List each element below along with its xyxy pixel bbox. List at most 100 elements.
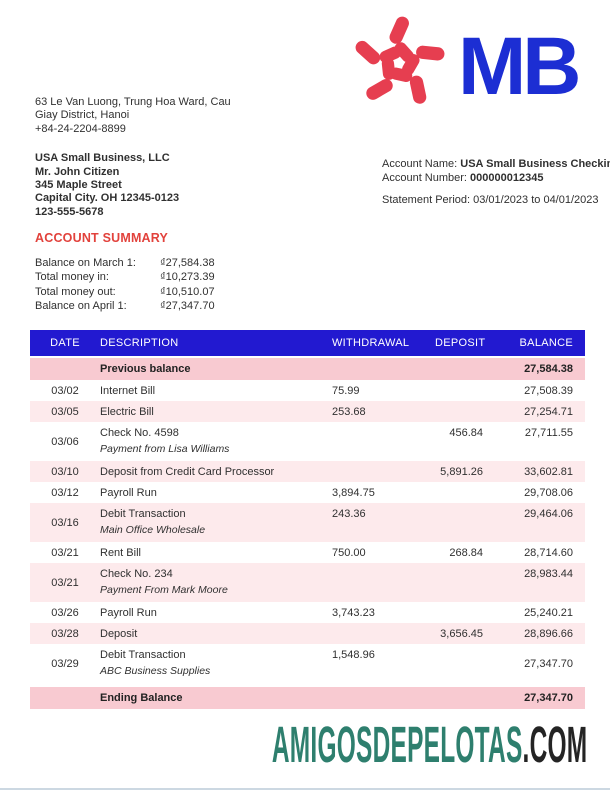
customer-city-line: Capital City. OH 12345-0123	[35, 192, 180, 205]
cell-description: Rent Bill	[100, 547, 330, 559]
cell-balance: 29,464.06	[524, 508, 573, 520]
cell-balance: 27,347.70	[524, 657, 573, 670]
cell-balance: 33,602.81	[524, 465, 573, 478]
cell-date: 03/26	[51, 606, 79, 619]
watermark-primary: AMIGOSDEPELOTAS	[271, 716, 523, 773]
cell-description: Deposit	[100, 628, 330, 640]
cell-description: Electric Bill	[100, 406, 330, 418]
account-summary-rows: Balance on March 1: ₫27,584.38 Total mon…	[35, 256, 215, 313]
table-header-row: DATE DESCRIPTION WITHDRAWAL DEPOSIT BALA…	[30, 330, 585, 356]
summary-label: Total money out:	[35, 285, 116, 298]
cell-balance: 29,708.06	[524, 486, 573, 499]
cell-balance: 28,983.44	[524, 568, 573, 580]
header-withdrawal: WITHDRAWAL	[332, 337, 410, 349]
transaction-row: 03/21 Rent Bill 750.00 268.84 28,714.60	[30, 542, 585, 563]
cell-withdrawal: 3,743.23	[332, 606, 375, 619]
summary-value: ₫10,510.07	[160, 285, 215, 298]
cell-date: 03/28	[51, 627, 79, 640]
summary-label: Balance on April 1:	[35, 300, 127, 313]
description-text: Debit Transaction	[100, 508, 186, 520]
cell-balance: 27,508.39	[524, 384, 573, 397]
account-number-value: 000000012345	[470, 172, 544, 184]
account-info: Account Name: USA Small Business Checkin…	[382, 157, 610, 207]
bank-address-line: 63 Le Van Luong, Trung Hoa Ward, Cau	[35, 96, 231, 108]
cell-date: 03/02	[51, 384, 79, 397]
statement-period-value: 03/01/2023 to 04/01/2023	[473, 194, 599, 206]
description-note: Main Office Wholesale	[100, 524, 206, 536]
ending-balance-row: Ending Balance 27,347.70	[30, 687, 585, 709]
transaction-row: 03/21 Check No. 234 Payment From Mark Moor…	[30, 563, 585, 602]
transaction-row: 03/16 Debit Transaction Main Office Wholes…	[30, 503, 585, 542]
description-text: Rent Bill	[100, 546, 141, 559]
description-text: Payroll Run	[100, 606, 157, 619]
cell-balance: 27,584.38	[524, 363, 573, 375]
description-text: Deposit	[100, 627, 138, 640]
transaction-row: 03/02 Internet Bill 75.99 27,508.39	[30, 380, 585, 401]
description-text: Ending Balance	[100, 692, 183, 704]
description-text: Previous balance	[100, 363, 191, 375]
watermark-text: AMIGOSDEPELOTAS.COM	[271, 718, 587, 772]
account-summary: ACCOUNT SUMMARY Balance on March 1: ₫27,…	[35, 231, 215, 313]
cell-date: 03/05	[51, 405, 79, 418]
cell-date: 03/21	[51, 546, 79, 559]
summary-label: Total money in:	[35, 271, 109, 284]
previous-balance-row: Previous balance 27,584.38	[30, 358, 585, 380]
cell-date: 03/12	[51, 486, 79, 499]
header-deposit: DEPOSIT	[435, 337, 486, 349]
transaction-row: 03/10 Deposit from Credit Card Processor 5…	[30, 461, 585, 482]
cell-balance: 27,347.70	[524, 692, 573, 704]
mb-star-icon	[350, 14, 448, 112]
cell-date: 03/10	[51, 465, 79, 478]
account-name-value: USA Small Business Checking	[460, 158, 610, 170]
description-text: Electric Bill	[100, 405, 154, 418]
description-note: Payment from Lisa Williams	[100, 443, 230, 455]
cell-description: Internet Bill	[100, 385, 330, 397]
description-text: Internet Bill	[100, 384, 156, 397]
statement-period-label: Statement Period:	[382, 194, 474, 206]
summary-value: ₫27,347.70	[160, 300, 215, 313]
statement-period-row: Statement Period: 03/01/2023 to 04/01/20…	[382, 193, 610, 207]
summary-row: Total money out: ₫10,510.07	[35, 285, 215, 299]
summary-row: Total money in: ₫10,273.39	[35, 270, 215, 284]
transactions-body: Previous balance 27,584.38 03/02 Internet B…	[30, 358, 585, 709]
description-text: Deposit from Credit Card Processor	[100, 465, 275, 478]
cell-deposit: 5,891.26	[440, 465, 483, 478]
cell-description: Payroll Run	[100, 607, 330, 619]
cell-date: 03/16	[51, 516, 79, 529]
transaction-row: 03/26 Payroll Run 3,743.23 25,240.21	[30, 602, 585, 623]
cell-withdrawal: 750.00	[332, 546, 366, 559]
description-text: Check No. 4598	[100, 427, 179, 439]
cell-deposit: 268.84	[449, 546, 483, 559]
cell-withdrawal: 253.68	[332, 405, 366, 418]
summary-row: Balance on April 1: ₫27,347.70	[35, 299, 215, 313]
transaction-row: 03/28 Deposit 3,656.45 28,896.66	[30, 623, 585, 644]
cell-balance: 27,711.55	[524, 427, 573, 439]
header-description: DESCRIPTION	[100, 337, 179, 349]
transaction-row: 03/05 Electric Bill 253.68 27,254.71	[30, 401, 585, 422]
cell-description: Debit Transaction Main Office Wholesale	[100, 508, 330, 536]
customer-contact-line: Mr. John Citizen	[35, 165, 120, 178]
cell-balance: 27,254.71	[524, 405, 573, 418]
description-note: Payment From Mark Moore	[100, 584, 228, 596]
page-bottom-divider	[0, 788, 610, 790]
cell-deposit: 456.84	[449, 427, 483, 439]
address-block: 63 Le Van Luong, Trung Hoa Ward, Cau Gia…	[35, 96, 231, 219]
account-number-label: Account Number:	[382, 172, 471, 184]
account-number-row: Account Number: 000000012345	[382, 171, 610, 185]
bank-address-line: +84-24-2204-8899	[35, 122, 126, 135]
cell-description: Deposit from Credit Card Processor	[100, 466, 330, 478]
watermark-suffix: .COM	[522, 716, 587, 773]
cell-date: 03/21	[51, 576, 79, 589]
cell-description: Check No. 234 Payment From Mark Moore	[100, 568, 330, 596]
cell-withdrawal: 75.99	[332, 384, 360, 397]
cell-description: Check No. 4598 Payment from Lisa Williams	[100, 427, 330, 455]
cell-description: Payroll Run	[100, 487, 330, 499]
cell-description: Ending Balance	[100, 692, 330, 704]
customer-name-line: USA Small Business, LLC	[35, 152, 170, 165]
description-text: Debit Transaction	[100, 649, 186, 661]
summary-label: Balance on March 1:	[35, 257, 136, 270]
transaction-row: 03/12 Payroll Run 3,894.75 29,708.06	[30, 482, 585, 503]
header-balance: BALANCE	[519, 337, 573, 349]
summary-value: ₫27,584.38	[160, 257, 215, 270]
